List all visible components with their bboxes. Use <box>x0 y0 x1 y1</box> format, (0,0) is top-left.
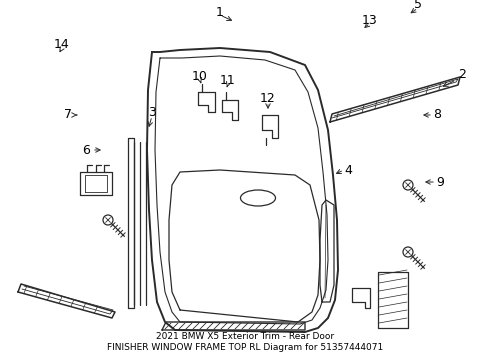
Text: 7: 7 <box>64 108 72 122</box>
Text: 14: 14 <box>54 39 70 51</box>
Text: 12: 12 <box>260 91 276 104</box>
Text: 9: 9 <box>436 175 444 189</box>
Text: 13: 13 <box>362 13 378 27</box>
Text: 6: 6 <box>82 144 90 157</box>
Text: 8: 8 <box>433 108 441 122</box>
Text: 4: 4 <box>344 163 352 176</box>
Text: 5: 5 <box>414 0 422 12</box>
Text: 3: 3 <box>148 105 156 118</box>
Text: 1: 1 <box>216 5 224 18</box>
Text: 2: 2 <box>458 68 466 81</box>
Text: 2021 BMW X5 Exterior Trim - Rear Door
FINISHER WINDOW FRAME TOP RL Diagram for 5: 2021 BMW X5 Exterior Trim - Rear Door FI… <box>107 332 383 352</box>
Text: 10: 10 <box>192 69 208 82</box>
Text: 11: 11 <box>220 73 236 86</box>
